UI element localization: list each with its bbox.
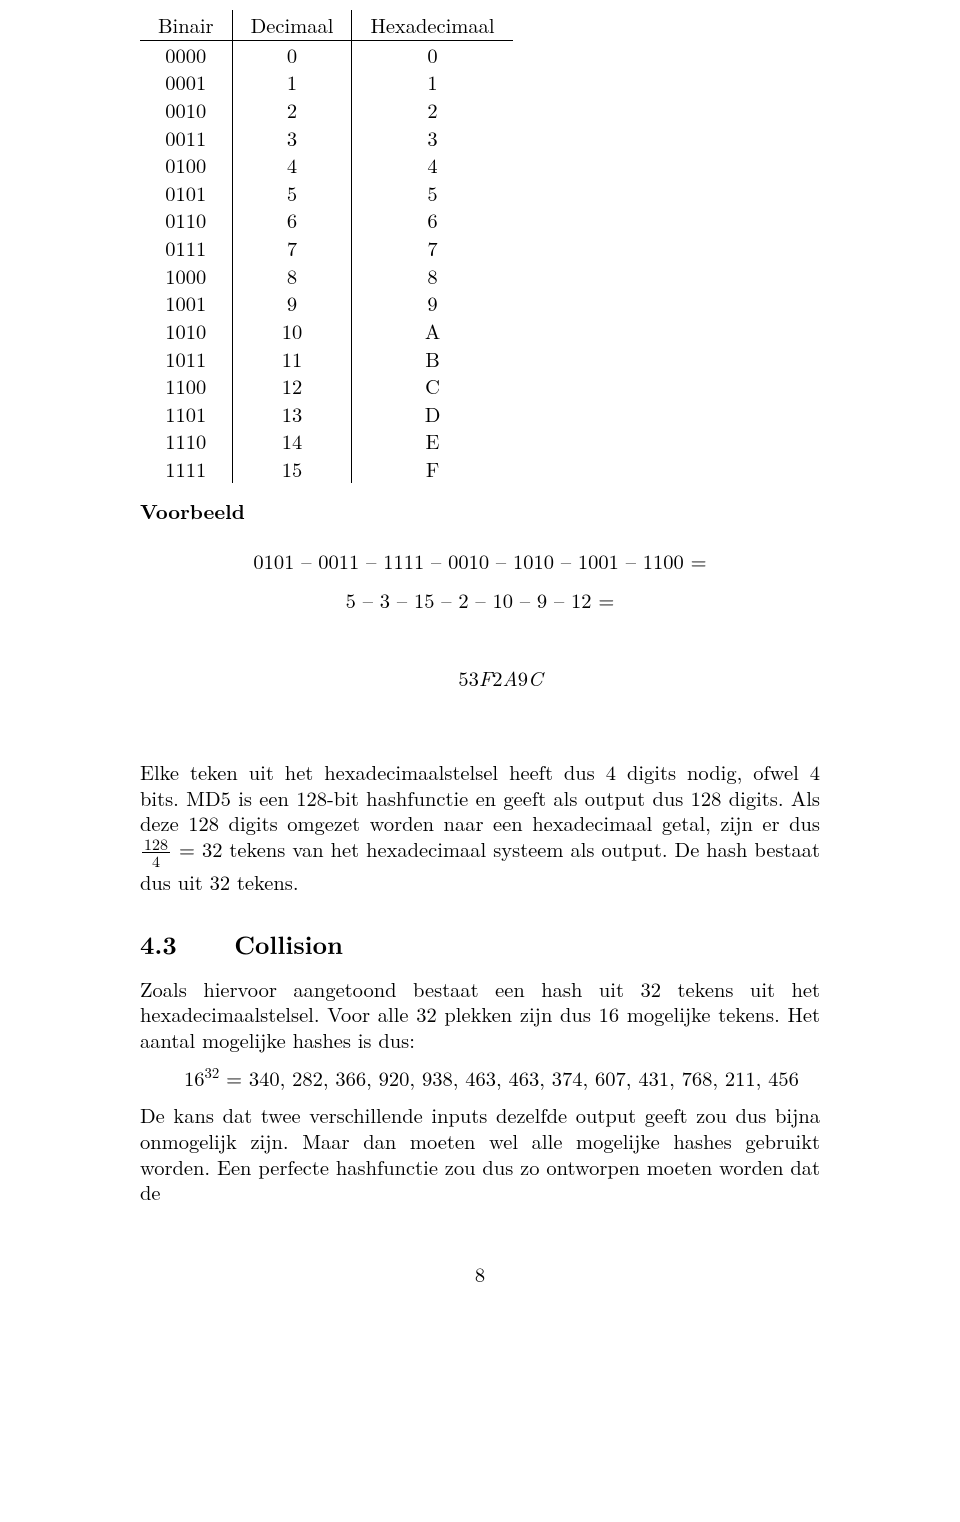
table-cell: D [352, 400, 513, 428]
table-header-row: Binair Decimaal Hexadecimaal [140, 10, 513, 40]
table-cell: 1 [352, 68, 513, 96]
voorbeeld-line2: 5 – 3 – 15 – 2 – 10 – 9 – 12 = [140, 581, 820, 620]
table-cell: 12 [232, 372, 352, 400]
table-cell: 4 [232, 151, 352, 179]
table-cell: 0101 [140, 179, 232, 207]
table-cell: 0100 [140, 151, 232, 179]
col-binair: Binair [140, 10, 232, 40]
table-row: 011066 [140, 206, 513, 234]
page-number: 8 [140, 1261, 820, 1287]
table-row: 001133 [140, 124, 513, 152]
equation-16-32: 1632 = 340, 282, 366, 920, 938, 463, 463… [184, 1065, 820, 1091]
table-cell: 0 [232, 40, 352, 68]
table-cell: 13 [232, 400, 352, 428]
section-heading: 4.3 Collision [140, 929, 820, 960]
table-cell: 1000 [140, 262, 232, 290]
voorbeeld-math: 0101 – 0011 – 1111 – 0010 – 1010 – 1001 … [140, 542, 820, 737]
table-cell: 0011 [140, 124, 232, 152]
table-row: 101111B [140, 345, 513, 373]
table-cell: 3 [352, 124, 513, 152]
table-row: 110012C [140, 372, 513, 400]
table-cell: C [352, 372, 513, 400]
table-cell: 1110 [140, 427, 232, 455]
table-cell: 1100 [140, 372, 232, 400]
table-cell: B [352, 345, 513, 373]
table-cell: E [352, 427, 513, 455]
table-row: 111115F [140, 455, 513, 483]
table-cell: F [352, 455, 513, 483]
col-decimaal: Decimaal [232, 10, 352, 40]
conversion-table: Binair Decimaal Hexadecimaal 00000000011… [140, 10, 513, 483]
table-row: 000111 [140, 68, 513, 96]
table-cell: 8 [232, 262, 352, 290]
table-cell: 4 [352, 151, 513, 179]
table-cell: 5 [232, 179, 352, 207]
table-cell: 2 [352, 96, 513, 124]
table-cell: 6 [352, 206, 513, 234]
table-cell: 10 [232, 317, 352, 345]
table-cell: 0 [352, 40, 513, 68]
document-page: Binair Decimaal Hexadecimaal 00000000011… [0, 0, 960, 1326]
table-cell: 2 [232, 96, 352, 124]
table-cell: 7 [352, 234, 513, 262]
fraction-128-4: 1284 [142, 836, 170, 869]
table-cell: 1010 [140, 317, 232, 345]
table-row: 010044 [140, 151, 513, 179]
voorbeeld-heading: Voorbeeld [140, 499, 820, 525]
table-row: 100199 [140, 289, 513, 317]
paragraph-collision-intro: Zoals hiervoor aangetoond bestaat een ha… [140, 976, 820, 1053]
table-row: 101010A [140, 317, 513, 345]
table-row: 010155 [140, 179, 513, 207]
table-cell: 9 [352, 289, 513, 317]
voorbeeld-line1: 0101 – 0011 – 1111 – 0010 – 1010 – 1001 … [140, 542, 820, 581]
table-cell: 1011 [140, 345, 232, 373]
table-cell: 1001 [140, 289, 232, 317]
table-cell: 1 [232, 68, 352, 96]
table-cell: 9 [232, 289, 352, 317]
table-cell: 15 [232, 455, 352, 483]
col-hexadecimaal: Hexadecimaal [352, 10, 513, 40]
table-row: 001022 [140, 96, 513, 124]
table-cell: 8 [352, 262, 513, 290]
table-row: 111014E [140, 427, 513, 455]
table-cell: 5 [352, 179, 513, 207]
table-row: 110113D [140, 400, 513, 428]
table-cell: 0001 [140, 68, 232, 96]
table-cell: 1101 [140, 400, 232, 428]
table-row: 000000 [140, 40, 513, 68]
table-cell: 7 [232, 234, 352, 262]
table-cell: 0000 [140, 40, 232, 68]
table-cell: 14 [232, 427, 352, 455]
table-cell: 6 [232, 206, 352, 234]
voorbeeld-line3: 53F2A9C [140, 620, 820, 737]
table-cell: 11 [232, 345, 352, 373]
paragraph-md5: Elke teken uit het hexadecimaalstelsel h… [140, 759, 820, 895]
table-cell: 0010 [140, 96, 232, 124]
table-cell: 3 [232, 124, 352, 152]
table-row: 011177 [140, 234, 513, 262]
table-cell: A [352, 317, 513, 345]
table-cell: 1111 [140, 455, 232, 483]
paragraph-collision-outro: De kans dat twee verschillende inputs de… [140, 1102, 820, 1205]
table-cell: 0110 [140, 206, 232, 234]
table-cell: 0111 [140, 234, 232, 262]
table-row: 100088 [140, 262, 513, 290]
